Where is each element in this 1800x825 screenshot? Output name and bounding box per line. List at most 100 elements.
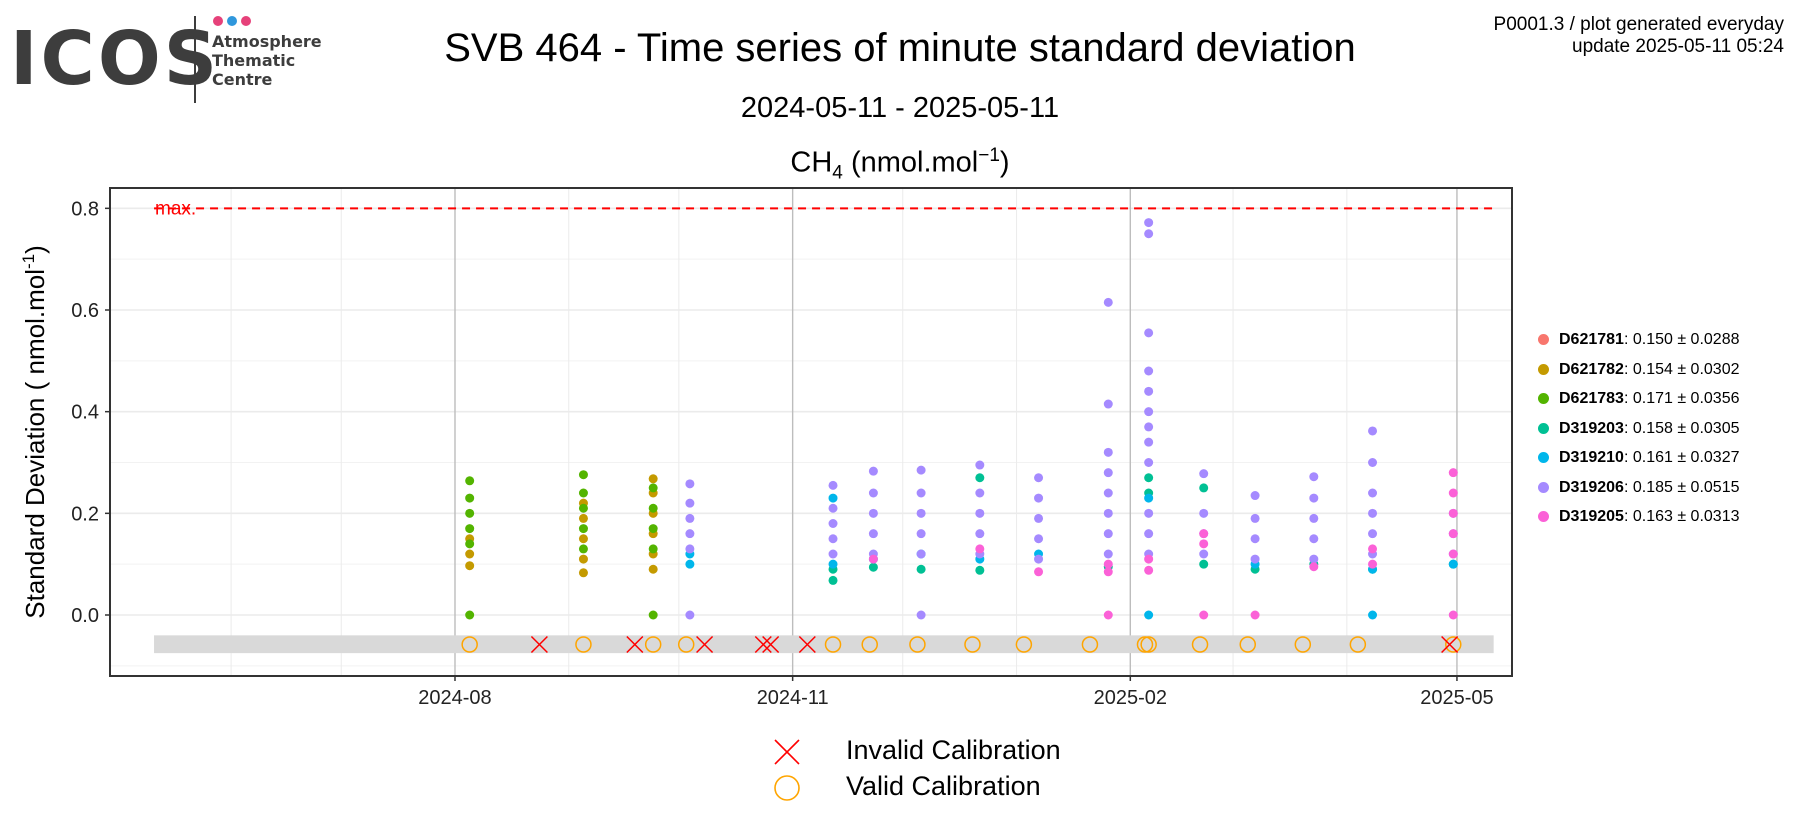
legend-item: D621781: 0.150 ± 0.0288 (1538, 330, 1740, 350)
data-point (1034, 567, 1044, 577)
data-point (868, 562, 878, 572)
data-point (1368, 610, 1378, 620)
data-point (916, 488, 926, 498)
chart-title: SVB 464 - Time series of minute standard… (444, 26, 1356, 70)
valid-calibration-marker (964, 636, 981, 653)
legend-series-name: D319203 (1559, 419, 1624, 437)
data-point (1144, 565, 1154, 575)
valid-calibration-marker (677, 636, 695, 653)
valid-calibration-marker (1349, 636, 1367, 653)
data-point (1144, 386, 1154, 396)
species-heading: CH4 (nmol.mol−1) (300, 138, 1500, 191)
data-point (1368, 544, 1378, 554)
legend-series-stat: : 0.161 ± 0.0327 (1623, 449, 1740, 466)
data-point (465, 610, 475, 620)
data-point (1103, 559, 1113, 569)
calibration-band (154, 635, 1494, 654)
y-axis-title: Standard Deviation ( nmol.mol-1) (19, 245, 50, 619)
data-point (685, 610, 695, 620)
data-point (975, 473, 985, 483)
species-name: CH (790, 146, 833, 179)
data-point (1448, 610, 1458, 620)
data-point (868, 508, 878, 518)
legend-series-name: D319210 (1559, 449, 1624, 466)
data-point (828, 549, 838, 559)
data-point (1250, 554, 1260, 564)
invalid-calibration-label: Invalid Calibration (846, 735, 1061, 765)
data-point (1448, 488, 1458, 498)
valid-calibration-icon (774, 775, 800, 801)
legend-series-stat: : 0.171 ± 0.0356 (1623, 390, 1740, 407)
y-tick-label: 0.0 (71, 605, 99, 627)
data-point (1448, 529, 1458, 539)
data-point (578, 554, 588, 564)
data-point (1103, 549, 1113, 559)
data-point (1103, 529, 1113, 539)
valid-calibration-marker (1140, 636, 1157, 653)
data-point (975, 544, 985, 554)
data-point (1199, 529, 1209, 539)
data-point (1103, 567, 1113, 577)
logo-dot-icon (213, 16, 223, 26)
legend-series-name: D319205 (1559, 508, 1624, 525)
data-point (1144, 508, 1154, 518)
legend-series-stat: : 0.150 ± 0.0288 (1623, 331, 1740, 348)
data-point (465, 493, 475, 503)
data-point (685, 479, 695, 489)
data-point (465, 524, 475, 534)
data-point (1103, 447, 1113, 457)
data-point (1034, 493, 1044, 503)
legend-dot-icon (1538, 393, 1549, 404)
logo-subtitle: Atmosphere Thematic Centre (212, 32, 322, 89)
data-point (1368, 458, 1378, 467)
data-point (648, 524, 658, 534)
data-point (1144, 366, 1154, 376)
data-point (648, 483, 658, 493)
x-tick-label: 2024-08 (418, 687, 491, 709)
data-point (1250, 610, 1260, 620)
update-timestamp: update 2025-05-11 05:24 (1572, 36, 1784, 57)
data-point (1103, 468, 1113, 478)
species-unit: (nmol.mol (850, 146, 979, 179)
logo-dot-icon (241, 16, 251, 26)
data-point (1034, 534, 1044, 544)
data-point (648, 474, 658, 484)
invalid-calibration-icon (774, 739, 800, 765)
data-point (578, 534, 588, 544)
data-point (1199, 610, 1209, 620)
data-point (1199, 483, 1209, 493)
data-point (1250, 513, 1260, 523)
data-point (465, 549, 475, 559)
invalid-calibration-marker (1441, 635, 1459, 654)
data-point (1250, 534, 1260, 544)
data-point (868, 529, 878, 539)
data-point (648, 544, 658, 554)
series-D319205 (868, 468, 1458, 620)
data-point (578, 544, 588, 554)
data-point (1144, 473, 1154, 483)
valid-calibration-marker (909, 636, 926, 653)
invalid-calibration-marker (696, 635, 714, 654)
valid-calibration-marker (1191, 636, 1209, 653)
data-point (1144, 610, 1154, 620)
data-point (1199, 559, 1209, 569)
y-tick-label: 0.6 (71, 300, 99, 322)
valid-calibration-marker (1445, 636, 1462, 653)
legend-item: D319206: 0.185 ± 0.0515 (1538, 478, 1740, 498)
plot-id-text: P0001.3 / plot generated everyday (1493, 14, 1784, 35)
data-point (1144, 218, 1154, 228)
data-point (1144, 328, 1154, 338)
legend-dot-icon (1538, 363, 1549, 375)
data-point (1144, 422, 1154, 432)
valid-calibration-marker (1239, 636, 1256, 653)
data-point (916, 549, 926, 559)
legend-dot-icon (1538, 422, 1549, 434)
legend-series-name: D621782 (1559, 360, 1624, 378)
legend-dot-icon (1538, 481, 1549, 493)
legend-item: D621782: 0.154 ± 0.0302 (1538, 360, 1740, 380)
date-range-subtitle: 2024-05-11 - 2025-05-11 (740, 92, 1060, 124)
data-point (685, 529, 695, 539)
logo-subtitle-line: Atmosphere (212, 32, 322, 51)
data-point (916, 508, 926, 518)
data-point (1034, 554, 1044, 564)
